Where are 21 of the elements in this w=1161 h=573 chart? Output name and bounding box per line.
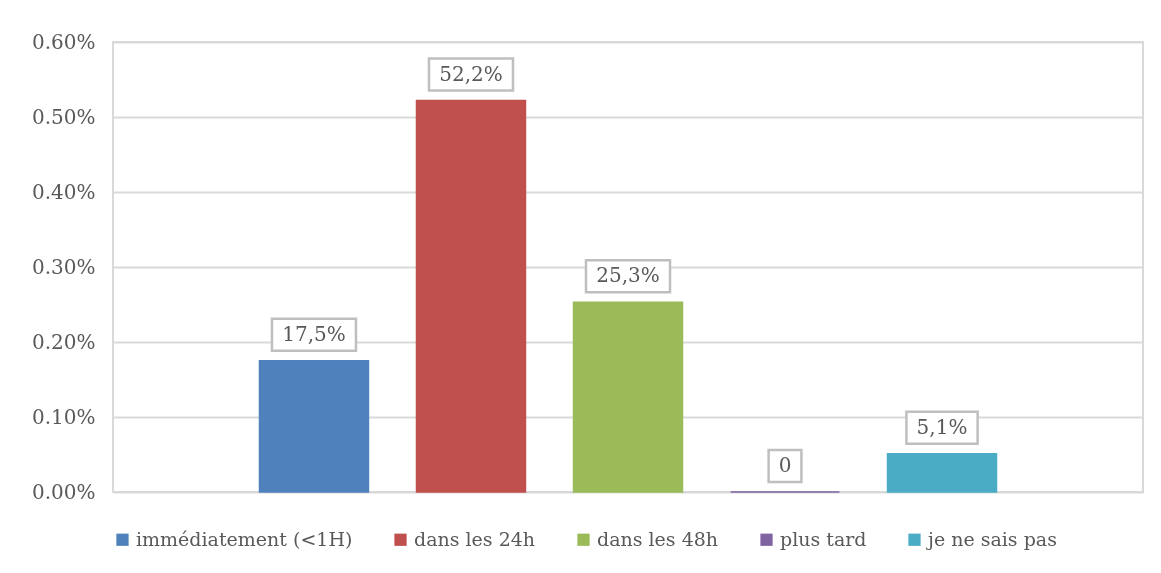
data-label: 0 xyxy=(778,453,792,477)
data-label: 5,1% xyxy=(916,414,968,439)
bar xyxy=(886,453,998,493)
y-tick-label: 0.20% xyxy=(31,329,96,354)
y-tick-label: 0.00% xyxy=(31,479,96,504)
y-tick-label: 0.30% xyxy=(31,254,96,279)
legend-label: dans les 24h xyxy=(414,527,536,550)
data-label: 17,5% xyxy=(282,321,346,346)
bar xyxy=(572,301,684,493)
bar xyxy=(258,360,370,493)
bar xyxy=(415,99,527,493)
y-tick-label: 0.60% xyxy=(31,29,96,54)
legend-label: dans les 48h xyxy=(597,527,719,550)
legend-label: je ne sais pas xyxy=(926,527,1057,550)
y-tick-label: 0.50% xyxy=(31,104,96,129)
data-label: 52,2% xyxy=(439,61,503,86)
y-tick-label: 0.10% xyxy=(31,404,96,429)
y-tick-label: 0.40% xyxy=(31,179,96,204)
legend-label: immédiatement (<1H) xyxy=(136,527,353,550)
legend-label: plus tard xyxy=(780,527,867,550)
data-label: 25,3% xyxy=(596,263,660,288)
